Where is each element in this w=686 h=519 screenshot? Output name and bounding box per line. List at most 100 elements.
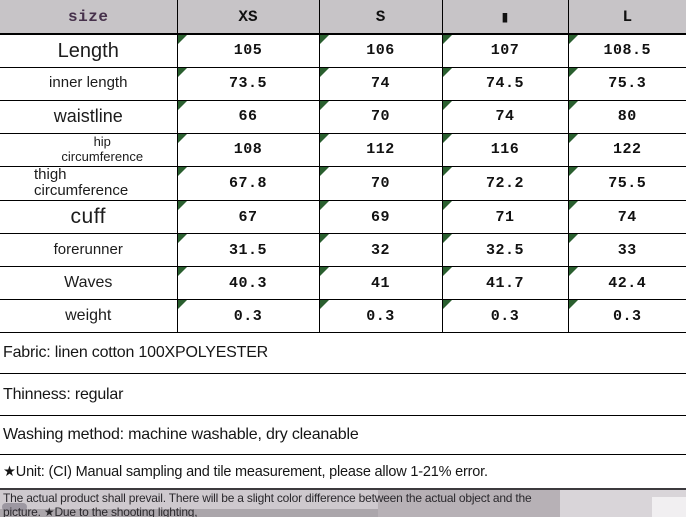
measurement-value: 40.3 (228, 274, 267, 292)
cell-corner-marker-icon (442, 35, 452, 44)
size-column-header: ▮ (441, 0, 569, 35)
cell-corner-marker-icon (177, 166, 187, 176)
cell-corner-marker-icon (568, 100, 578, 110)
washing-note-text: Washing method: machine washable, dry cl… (3, 426, 359, 444)
measurement-value-cell: 108 (176, 132, 320, 167)
cell-corner-marker-icon (568, 201, 578, 211)
dark-edge-patch (0, 509, 378, 518)
cell-corner-marker-icon (319, 133, 329, 143)
measurement-value-cell: 105 (176, 33, 320, 68)
measurement-value-cell: 32.5 (441, 233, 569, 268)
table-row: thigh circumference 67.8 70 72.2 75.5 (0, 165, 686, 202)
measurement-value: 71 (495, 208, 515, 226)
cell-corner-marker-icon (177, 133, 187, 143)
measurement-value-cell: 73.5 (176, 66, 320, 101)
measurement-value: 108.5 (603, 42, 651, 60)
disclaimer-line-2: picture. ★Due to the shooting lighting, (3, 505, 198, 518)
measurement-value: 69 (370, 208, 390, 226)
fabric-note-text: Fabric: linen cotton 100XPOLYESTER (3, 344, 269, 362)
thinness-note: Thinness: regular (0, 374, 686, 417)
cell-corner-marker-icon (177, 67, 187, 77)
cell-corner-marker-icon (442, 267, 452, 277)
cell-corner-marker-icon (177, 100, 187, 110)
measurement-value: 72.2 (485, 174, 524, 192)
measurement-value-cell: 108.5 (567, 33, 686, 68)
disclaimer-line-1: The actual product shall prevail. There … (3, 491, 532, 506)
measurement-value-cell: 67.8 (176, 165, 320, 202)
cell-corner-marker-icon (319, 166, 329, 176)
cell-corner-marker-icon (177, 300, 187, 310)
thinness-note-text: Thinness: regular (3, 385, 124, 403)
measurement-value: 0.3 (490, 307, 520, 325)
cell-corner-marker-icon (319, 267, 329, 277)
measurement-value-cell: 70 (318, 165, 443, 202)
measurement-value: 75.3 (608, 75, 647, 92)
cell-corner-marker-icon (177, 234, 187, 244)
cell-corner-marker-icon (319, 100, 329, 110)
table-row: waistline 66 70 74 80 (0, 99, 686, 134)
measurement-value-cell: 116 (441, 132, 569, 167)
row-label: waistline (0, 99, 178, 134)
measurement-value-cell: 33 (567, 233, 686, 268)
measurement-value-cell: 75.5 (567, 165, 686, 202)
measurement-value: 70 (370, 108, 390, 125)
cell-corner-marker-icon (568, 35, 578, 44)
size-column-header: S (318, 0, 443, 35)
measurement-value-cell: 71 (441, 200, 569, 235)
measurement-value: 67 (238, 208, 258, 226)
measurement-value-cell: 31.5 (176, 233, 320, 268)
measurement-value-cell: 69 (318, 200, 443, 235)
row-label: forerunner (0, 233, 178, 268)
measurement-value: 0.3 (233, 307, 263, 325)
cell-corner-marker-icon (177, 201, 187, 211)
measurement-value-cell: 0.3 (176, 299, 320, 334)
measurement-value: 112 (366, 141, 395, 158)
row-label: weight (0, 299, 178, 334)
cell-corner-marker-icon (568, 133, 578, 143)
measurement-value-cell: 0.3 (567, 299, 686, 334)
disclaimer-text: The actual product shall prevail. There … (0, 490, 686, 517)
unit-note-text: ★Unit: (CI) Manual sampling and tile mea… (3, 463, 488, 480)
measurement-value: 41 (370, 274, 390, 292)
measurement-value: 116 (490, 141, 520, 158)
cell-corner-marker-icon (442, 100, 452, 110)
row-label: cuff (0, 200, 178, 235)
size-table-header-row: size XS S ▮ L (0, 0, 686, 35)
measurement-value-cell: 112 (318, 132, 443, 167)
measurement-value: 33 (617, 241, 637, 259)
cell-corner-marker-icon (442, 234, 452, 244)
measurement-value: 41.7 (485, 274, 524, 292)
measurement-value-cell: 106 (318, 33, 443, 68)
measurement-value: 70 (370, 174, 390, 192)
size-header-cell: size (0, 0, 178, 35)
size-column-header: XS (176, 0, 320, 35)
measurement-value: 67.8 (228, 174, 267, 192)
measurement-value-cell: 70 (318, 99, 443, 134)
measurement-value-cell: 67 (176, 200, 320, 235)
size-table: size XS S ▮ L Length 105 106 107 108.5 inner leng… (0, 0, 686, 334)
white-patch (652, 497, 686, 518)
cell-corner-marker-icon (568, 234, 578, 244)
row-label: hip circumference (0, 132, 178, 167)
measurement-value-cell: 74.5 (441, 66, 569, 101)
measurement-value-cell: 74 (567, 200, 686, 235)
gray-patch (378, 490, 560, 518)
table-row: inner length 73.5 74 74.5 75.3 (0, 66, 686, 101)
cell-corner-marker-icon (568, 67, 578, 77)
washing-note: Washing method: machine washable, dry cl… (0, 416, 686, 456)
table-row: forerunner 31.5 32 32.5 33 (0, 233, 686, 268)
measurement-value-cell: 75.3 (567, 66, 686, 101)
measurement-value-cell: 74 (318, 66, 443, 101)
measurement-value: 74 (370, 75, 390, 92)
cell-corner-marker-icon (319, 201, 329, 211)
row-label: inner length (0, 66, 178, 101)
measurement-value: 75.5 (608, 174, 647, 192)
cell-corner-marker-icon (442, 133, 452, 143)
row-label: Length (0, 33, 178, 68)
measurement-value-cell: 74 (441, 99, 569, 134)
unit-note: ★Unit: (CI) Manual sampling and tile mea… (0, 455, 686, 489)
cell-corner-marker-icon (319, 300, 329, 310)
measurement-value-cell: 107 (441, 33, 569, 68)
row-label: Waves (0, 266, 178, 301)
